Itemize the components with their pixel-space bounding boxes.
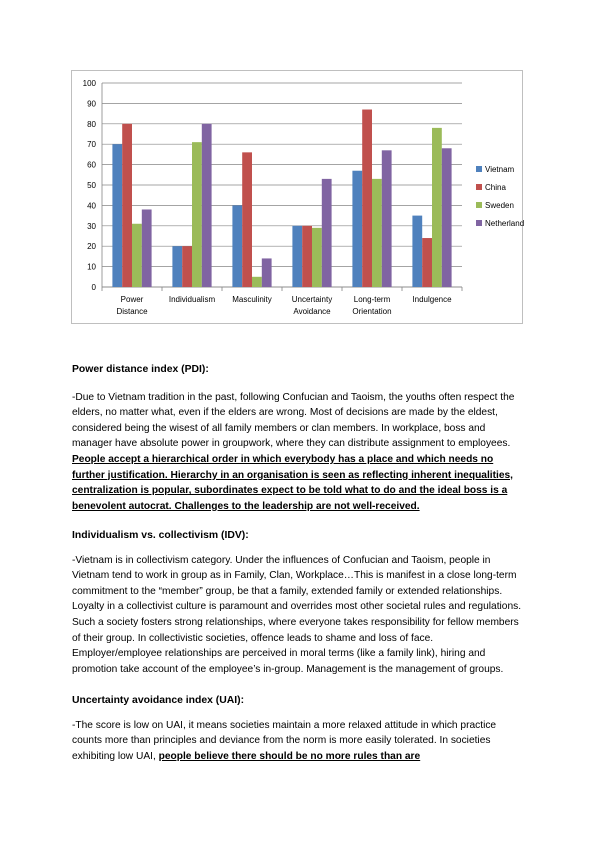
y-tick-label: 90 [87, 99, 96, 108]
legend-label-netherland: Netherland [485, 219, 524, 228]
bar-sweden [192, 142, 202, 287]
paragraph-idv: -Vietnam is in collectivism category. Un… [72, 554, 522, 675]
y-tick-label: 10 [87, 263, 96, 272]
heading-pdi: Power distance index (PDI): [72, 364, 209, 375]
heading-idv: Individualism vs. collectivism (IDV): [72, 530, 249, 541]
y-tick-label: 50 [87, 181, 96, 190]
section-idv: Individualism vs. collectivism (IDV): -V… [72, 528, 524, 677]
bar-sweden [432, 127, 442, 287]
x-tick-label: Individualism [169, 295, 216, 304]
uai-emphasis: people believe there should be no more r… [158, 750, 421, 762]
legend-swatch-netherland [476, 220, 482, 226]
bar-sweden [372, 178, 382, 287]
bar-sweden [312, 227, 322, 287]
bar-chart: 0 10 20 30 40 50 60 70 80 90 100 Power Distance Indiv… [71, 70, 524, 324]
bar-china [242, 152, 252, 287]
bar-vietnam [112, 144, 123, 287]
bar-netherland [201, 123, 212, 287]
bar-netherland [321, 178, 332, 287]
paragraph-pdi: -Due to Vietnam tradition in the past, f… [72, 390, 524, 515]
bar-vietnam [292, 225, 303, 287]
x-tick-label: Masculinity [232, 295, 272, 304]
x-tick-label: Uncertainty [292, 295, 332, 304]
x-tick-label: Avoidance [293, 307, 331, 316]
y-tick-label: 0 [92, 283, 97, 292]
y-tick-label: 60 [87, 161, 96, 170]
bar-netherland [261, 258, 272, 287]
section-uai: Uncertainty avoidance index (UAI): -The … [72, 693, 524, 764]
bar-china [362, 109, 372, 287]
x-tick-label: Distance [116, 307, 148, 316]
bar-sweden [252, 276, 262, 287]
paragraph-uai: -The score is low on UAI, it means socie… [72, 718, 524, 765]
pdi-emphasis: People accept a hierarchical order in wh… [72, 453, 513, 512]
bar-china [422, 238, 432, 287]
legend-swatch-china [476, 184, 482, 190]
legend-swatch-sweden [476, 202, 482, 208]
bar-sweden [132, 223, 142, 287]
x-tick-label: Power [121, 295, 144, 304]
bar-netherland [381, 150, 392, 287]
y-tick-label: 40 [87, 201, 96, 210]
uai-body: -The score is low on UAI, it means socie… [72, 719, 497, 762]
x-tick-label: Indulgence [412, 295, 452, 304]
y-tick-label: 80 [87, 120, 96, 129]
bar-netherland [441, 148, 452, 287]
bar-netherland [141, 209, 152, 287]
x-tick-label: Long-term [354, 295, 391, 304]
y-tick-label: 70 [87, 140, 96, 149]
bar-china [302, 225, 312, 287]
y-tick-label: 100 [83, 79, 97, 88]
y-tick-label: 20 [87, 242, 96, 251]
section-pdi: Power distance index (PDI): -Due to Viet… [72, 362, 524, 514]
x-tick-label: Orientation [352, 307, 391, 316]
legend-label-china: China [485, 183, 506, 192]
bar-china [122, 123, 132, 287]
bar-china [182, 246, 192, 287]
bar-vietnam [172, 246, 183, 287]
bar-vietnam [232, 205, 243, 287]
bar-vietnam [352, 170, 363, 287]
legend-label-vietnam: Vietnam [485, 165, 515, 174]
chart-svg: 0 10 20 30 40 50 60 70 80 90 100 Power Distance Indiv… [83, 79, 524, 316]
legend-swatch-vietnam [476, 166, 482, 172]
y-tick-label: 30 [87, 222, 96, 231]
legend-label-sweden: Sweden [485, 201, 514, 210]
bar-vietnam [412, 215, 423, 287]
heading-uai: Uncertainty avoidance index (UAI): [72, 695, 245, 706]
pdi-body: -Due to Vietnam tradition in the past, f… [72, 391, 515, 450]
